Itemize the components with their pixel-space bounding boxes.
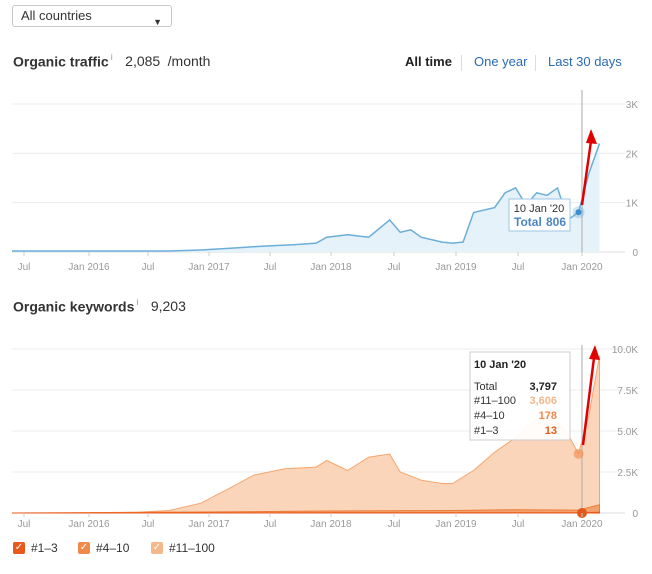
tooltip-row-value: 3,797 (529, 381, 557, 393)
y-tick-label: 10.0K (612, 345, 638, 356)
traffic-title: Organic traffic (13, 53, 109, 70)
legend-label: #1–3 (31, 541, 58, 555)
y-tick-label: 7.5K (617, 386, 638, 397)
x-tick-label: Jan 2017 (188, 262, 230, 273)
tooltip-row-value: 13 (545, 425, 557, 437)
keywords-tooltip-date: 10 Jan '20 (474, 359, 526, 371)
info-icon[interactable]: i (110, 52, 113, 62)
x-tick-label: Jan 2016 (68, 262, 110, 273)
y-tick-label: 2K (626, 149, 639, 160)
tooltip-row-label: Total (474, 381, 497, 393)
x-tick-label: Jul (388, 262, 401, 273)
x-tick-label: Jul (264, 262, 277, 273)
x-tick-label: Jul (388, 519, 401, 530)
tooltip-row-label: #1–3 (474, 425, 498, 437)
x-tick-label: Jan 2018 (310, 262, 352, 273)
traffic-tooltip-total-label: Total (514, 215, 542, 229)
y-tick-label: 5.0K (617, 427, 638, 438)
divider (535, 55, 536, 71)
x-tick-label: Jul (264, 519, 277, 530)
y-tick-label: 0 (632, 248, 638, 259)
x-tick-label: Jul (512, 262, 525, 273)
divider (461, 55, 462, 71)
checkbox-icon[interactable]: ✓ (13, 542, 25, 554)
x-tick-label: Jul (142, 519, 155, 530)
legend-label: #11–100 (169, 541, 215, 555)
x-tick-label: Jan 2020 (561, 262, 603, 273)
traffic-tooltip-date: 10 Jan '20 (514, 203, 564, 215)
keywords-value: 9,203 (150, 298, 186, 315)
info-icon[interactable]: i (136, 297, 139, 307)
legend-item-1-3[interactable]: ✓ #1–3 (13, 541, 58, 555)
traffic-tooltip-total-value: 806 (546, 215, 566, 229)
traffic-area (12, 143, 600, 252)
red-arrow-annotation (581, 345, 600, 446)
x-tick-label: Jan 2019 (435, 519, 477, 530)
x-tick-label: Jan 2017 (188, 519, 230, 530)
country-select-value: All countries (21, 8, 92, 23)
traffic-tooltip: 10 Jan '20 Total 806 (508, 198, 571, 232)
traffic-unit: /month (167, 53, 211, 70)
traffic-chart[interactable]: 3K 2K 1K 0 Jul Jan 2016 Jul Jan 2017 Jul Jan 2018… (0, 85, 652, 275)
tooltip-row-label: #11–100 (474, 395, 516, 407)
checkbox-icon[interactable]: ✓ (151, 542, 163, 554)
y-tick-label: 1K (626, 199, 639, 210)
x-tick-label: Jan 2020 (561, 519, 603, 530)
keywords-area-1-3 (11, 511, 600, 514)
x-tick-label: Jan 2019 (435, 262, 477, 273)
legend-item-11-100[interactable]: ✓ #11–100 (151, 541, 215, 555)
range-last-30-days-button[interactable]: Last 30 days (548, 54, 622, 69)
traffic-header: Organic traffic i 2,085 /month (13, 52, 210, 71)
country-select[interactable]: All countries ▼ (12, 5, 172, 27)
keywords-area-11-100 (12, 355, 600, 514)
x-tick-label: Jan 2018 (310, 519, 352, 530)
legend-item-4-10[interactable]: ✓ #4–10 (78, 541, 129, 555)
keywords-area-4-10 (11, 504, 600, 514)
keywords-title: Organic keywords (13, 298, 135, 315)
keywords-header: Organic keywords i 9,203 (13, 297, 186, 316)
range-all-time-button[interactable]: All time (405, 54, 452, 69)
x-tick-label: Jan 2016 (68, 519, 110, 530)
tooltip-row-label: #4–10 (474, 410, 505, 422)
keywords-hover-point (573, 448, 584, 459)
x-tick-label: Jul (142, 262, 155, 273)
y-tick-label: 0 (632, 509, 638, 520)
x-tick-label: Jul (18, 262, 31, 273)
tooltip-row-value: 178 (539, 410, 557, 422)
legend-label: #4–10 (96, 541, 130, 555)
y-tick-label: 2.5K (617, 468, 638, 479)
x-tick-label: Jul (18, 519, 31, 530)
traffic-hover-point (575, 209, 582, 216)
red-arrow-annotation (580, 129, 597, 206)
chevron-down-icon: ▼ (153, 17, 162, 27)
keywords-chart[interactable]: 10.0K 7.5K 5.0K 2.5K 0 Jul Jan 2016 Jul Jan 2017… (0, 330, 652, 530)
traffic-value: 2,085 (125, 53, 161, 70)
traffic-line (12, 143, 601, 252)
keywords-tooltip: 10 Jan '20 Total 3,797 #11–100 3,606 #4–… (469, 351, 571, 441)
y-tick-label: 3K (626, 100, 639, 111)
x-tick-label: Jul (512, 519, 525, 530)
range-one-year-button[interactable]: One year (474, 54, 528, 69)
tooltip-row-value: 3,606 (529, 395, 557, 407)
checkbox-icon[interactable]: ✓ (78, 542, 90, 554)
